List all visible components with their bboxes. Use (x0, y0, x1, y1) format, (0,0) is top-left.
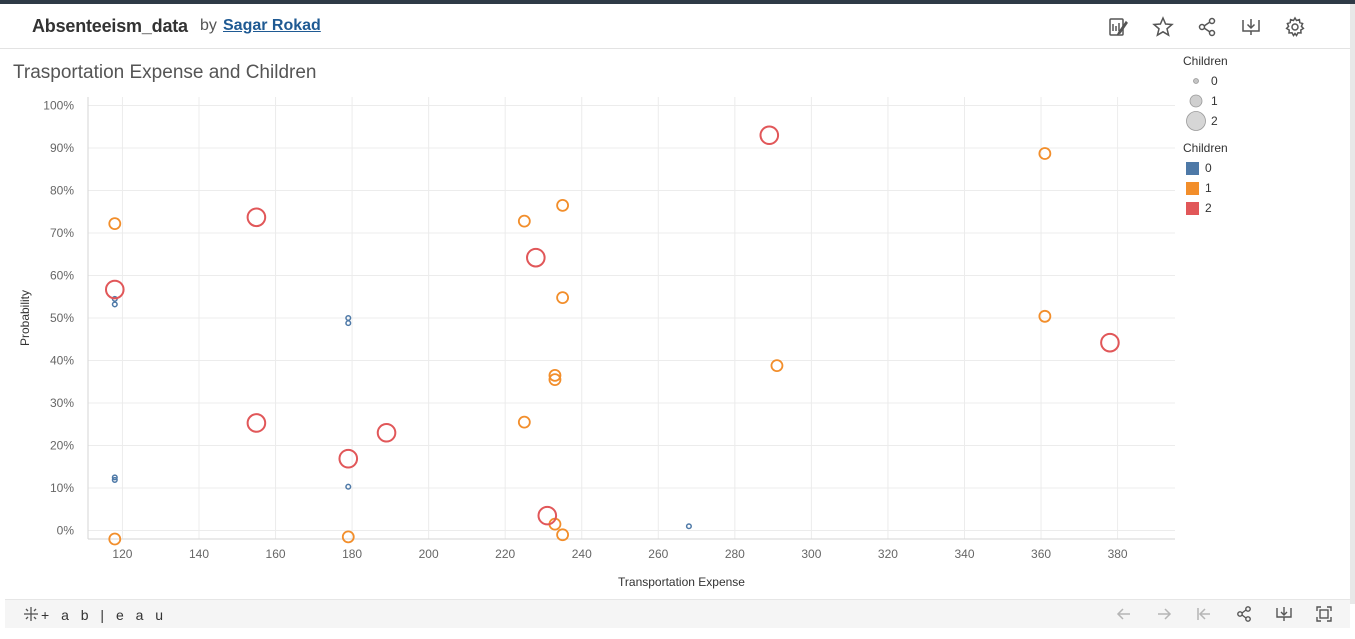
author-link[interactable]: Sagar Rokad (223, 17, 321, 34)
y-tick-label: 80% (50, 184, 74, 198)
y-axis-title: Probability (18, 290, 32, 346)
y-tick-label: 90% (50, 141, 74, 155)
page-scrollbar[interactable] (1350, 4, 1355, 604)
x-tick-label: 220 (495, 547, 515, 561)
x-tick-label: 300 (801, 547, 821, 561)
x-tick-label: 240 (572, 547, 592, 561)
scatter-point-children-2[interactable] (246, 207, 267, 228)
scatter-point-children-2[interactable] (759, 125, 780, 146)
scatter-point-children-0[interactable] (111, 301, 118, 308)
color-swatch-2[interactable] (1186, 202, 1199, 215)
scatter-point-children-1[interactable] (108, 532, 122, 546)
color-legend-label-1: 1 (1205, 181, 1212, 195)
color-swatch-1[interactable] (1186, 182, 1199, 195)
x-tick-label: 200 (419, 547, 439, 561)
scatter-point-children-1[interactable] (770, 359, 784, 373)
size-legend-mark-1 (1189, 94, 1203, 108)
star-icon[interactable] (1151, 15, 1175, 39)
x-tick-label: 280 (725, 547, 745, 561)
scatter-point-children-0[interactable] (685, 523, 692, 530)
y-tick-label: 60% (50, 269, 74, 283)
gear-icon[interactable] (1283, 15, 1307, 39)
color-legend-label-2: 2 (1205, 201, 1212, 215)
scatter-point-children-0[interactable] (111, 476, 118, 483)
scatter-point-children-2[interactable] (376, 422, 397, 443)
color-legend-label-0: 0 (1205, 161, 1212, 175)
x-tick-label: 340 (954, 547, 974, 561)
y-tick-label: 30% (50, 396, 74, 410)
scatter-point-children-2[interactable] (537, 505, 558, 526)
by-label: by (200, 17, 217, 34)
scatter-point-children-0[interactable] (345, 320, 352, 327)
scatter-point-children-1[interactable] (341, 530, 355, 544)
size-legend-label-0: 0 (1211, 74, 1218, 88)
x-tick-label: 180 (342, 547, 362, 561)
x-tick-label: 160 (266, 547, 286, 561)
x-tick-label: 360 (1031, 547, 1051, 561)
workbook-header: Absenteeism_data by Sagar Rokad (0, 4, 1350, 49)
workbook-title: Absenteeism_data (32, 16, 188, 36)
scatter-point-children-1[interactable] (517, 214, 531, 228)
scatter-point-children-2[interactable] (526, 247, 546, 268)
color-swatch-0[interactable] (1186, 162, 1199, 175)
viz-title: Trasportation Expense and Children (13, 62, 317, 83)
y-tick-label: 0% (57, 524, 75, 538)
back-icon[interactable] (1114, 604, 1134, 624)
scatter-point-children-2[interactable] (104, 279, 125, 300)
share-icon[interactable] (1234, 604, 1254, 624)
scatter-point-children-0[interactable] (345, 483, 352, 490)
tableau-toolbar: + a b | e a u (5, 599, 1350, 628)
size-legend-label-2: 2 (1211, 114, 1218, 128)
scatter-point-children-1[interactable] (108, 217, 122, 231)
scatter-point-children-1[interactable] (1038, 309, 1052, 323)
top-accent-bar (0, 0, 1355, 4)
scatter-plot[interactable]: 0% 10% 20% 30% 40% 50% 60% 70% 80% 90% 100% 120 140 1… (0, 90, 1180, 595)
tableau-logo[interactable]: + a b | e a u (23, 606, 167, 623)
size-legend-title: Children (1183, 54, 1228, 68)
y-tick-label: 70% (50, 226, 74, 240)
x-tick-label: 380 (1108, 547, 1128, 561)
x-tick-label: 260 (648, 547, 668, 561)
y-tick-label: 10% (50, 481, 74, 495)
scatter-point-children-1[interactable] (556, 528, 570, 542)
tableau-cross-icon (24, 607, 38, 621)
forward-icon[interactable] (1154, 604, 1174, 624)
scatter-point-children-1[interactable] (548, 368, 562, 382)
scatter-point-children-0[interactable] (111, 474, 118, 481)
y-tick-label: 40% (50, 354, 74, 368)
scatter-point-children-1[interactable] (556, 291, 570, 305)
scatter-point-children-1[interactable] (1038, 147, 1052, 160)
scatter-point-children-2[interactable] (338, 448, 359, 469)
size-legend-mark-2 (1186, 111, 1206, 131)
y-tick-label: 20% (50, 439, 74, 453)
size-legend-label-1: 1 (1211, 94, 1218, 108)
size-legend-mark-0 (1193, 78, 1199, 84)
y-tick-label: 100% (43, 99, 74, 113)
reset-icon[interactable] (1194, 604, 1214, 624)
fullscreen-icon[interactable] (1314, 604, 1334, 624)
download-icon[interactable] (1239, 15, 1263, 39)
tableau-wordmark: + a b | e a u (41, 607, 168, 623)
scatter-point-children-2[interactable] (1100, 332, 1120, 353)
share-icon[interactable] (1195, 15, 1219, 39)
y-tick-label: 50% (50, 311, 74, 325)
color-legend: Children 0 1 2 (1183, 141, 1243, 221)
size-legend: Children 0 1 2 (1183, 54, 1243, 134)
scatter-point-children-1[interactable] (517, 415, 531, 429)
scatter-point-children-1[interactable] (548, 373, 562, 387)
x-tick-label: 320 (878, 547, 898, 561)
size-legend-marks (1186, 78, 1206, 131)
x-tick-label: 120 (112, 547, 132, 561)
color-legend-title: Children (1183, 141, 1228, 155)
download-icon[interactable] (1274, 604, 1294, 624)
x-axis-title: Transportation Expense (618, 575, 745, 589)
scatter-point-children-2[interactable] (246, 413, 267, 433)
scatter-point-children-1[interactable] (556, 198, 570, 212)
edit-icon[interactable] (1107, 15, 1131, 39)
x-tick-label: 140 (189, 547, 209, 561)
